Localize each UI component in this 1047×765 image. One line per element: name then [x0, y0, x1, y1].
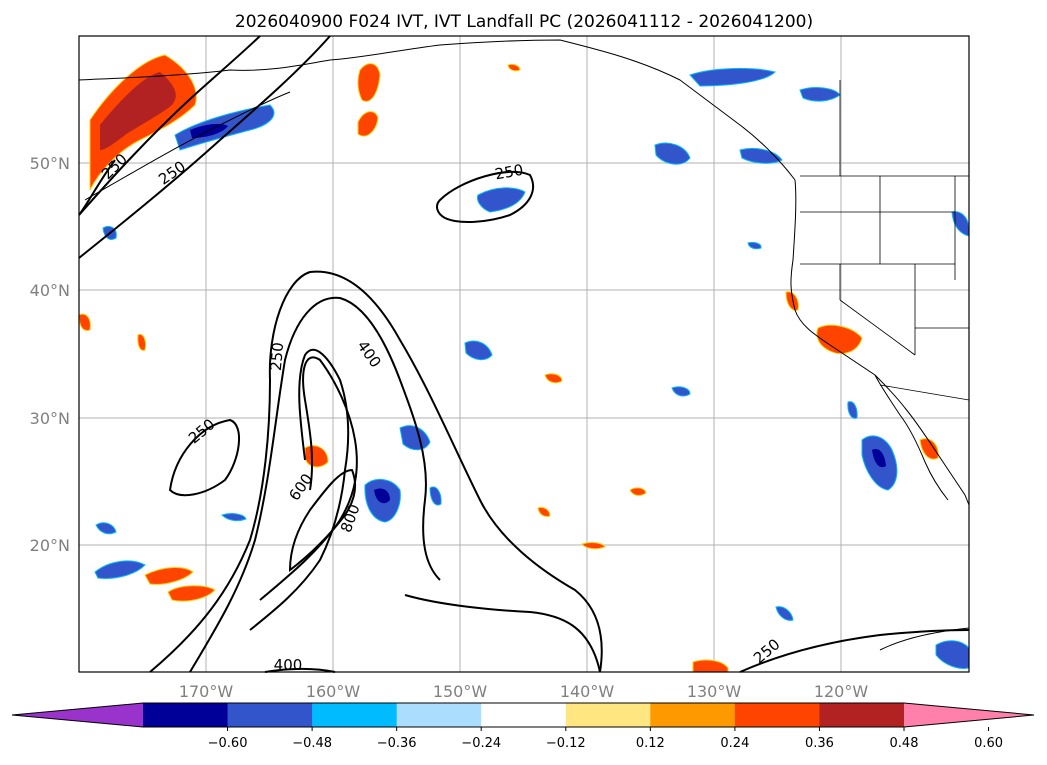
lat-label: 40°N — [30, 281, 70, 300]
colorbar-segment — [143, 703, 229, 727]
contour-250-west-loop — [168, 418, 241, 497]
map-frame — [78, 35, 970, 673]
colorbar-tick-label: −0.24 — [461, 736, 501, 751]
lat-label: 50°N — [30, 154, 70, 173]
colorbar-segment — [650, 703, 736, 727]
colorbar-segment — [227, 703, 313, 727]
colorbar-tick-label: 0.24 — [720, 736, 749, 751]
patch-oregon-positive — [785, 291, 799, 311]
colorbar: −0.60 −0.48 −0.36 −0.24 −0.12 0.12 0.24 0.36 0.4… — [11, 702, 1035, 751]
filled-patches — [78, 54, 970, 673]
border-us-mexico — [879, 384, 970, 401]
colorbar-segment — [312, 703, 398, 727]
map-panel: 250 250 250 250 400 250 600 800 400 250 — [78, 35, 970, 674]
contour-250-south — [739, 629, 970, 673]
patch-small-negative-5 — [429, 486, 442, 506]
patch-east-pacific-negative — [477, 187, 526, 213]
contour-250-central-arm — [404, 594, 601, 673]
coastline-west-coast — [790, 179, 970, 506]
patch-gulf-small-positive — [357, 111, 379, 137]
patch-small-positive-4 — [629, 487, 647, 496]
contour-250-gulf — [78, 159, 116, 216]
patch-small-negative-4 — [847, 401, 858, 419]
colorbar-extend-low — [12, 703, 143, 727]
contour-label: 250 — [267, 342, 287, 372]
colorbar-segment — [565, 703, 651, 727]
contour-400 — [189, 296, 441, 673]
lon-label: 130°W — [687, 682, 742, 701]
patch-alaska-negative — [689, 67, 776, 87]
coastlines — [78, 39, 970, 651]
patch-small-positive-5 — [507, 63, 521, 72]
lon-label: 140°W — [560, 682, 615, 701]
colorbar-tick-label: 0.12 — [636, 736, 665, 751]
patch-south-positive — [692, 659, 729, 673]
lon-labels: 170°W 160°W 150°W 140°W 130°W 120°W — [179, 682, 869, 701]
patch-southwest-positive-2 — [167, 585, 216, 602]
colorbar-tick-label: −0.12 — [546, 736, 586, 751]
contour-400-south — [264, 668, 336, 673]
patch-southwest-negative — [94, 560, 146, 579]
patch-mid-pacific-negative — [464, 340, 493, 361]
contour-label: 250 — [493, 161, 524, 184]
patch-pnw-negative — [654, 142, 691, 165]
patch-west-small-negative — [95, 522, 117, 535]
patch-baja-core — [872, 449, 886, 468]
coastline-baja — [874, 374, 949, 501]
colorbar-segment — [481, 703, 567, 727]
patch-alaska-positive — [357, 63, 381, 102]
political-borders — [800, 80, 970, 401]
patch-socal-positive — [816, 324, 863, 354]
contour-250-north — [78, 35, 331, 259]
lat-label: 30°N — [30, 409, 70, 428]
colorbar-tick-label: −0.36 — [377, 736, 417, 751]
colorbar-segment — [396, 703, 482, 727]
colorbar-segment — [819, 703, 905, 727]
contour-label: 400 — [274, 656, 303, 674]
colorbar-tick-label: 0.60 — [974, 736, 1003, 751]
patch-hawaii-core — [374, 488, 390, 504]
colorbar-tick-label: −0.48 — [292, 736, 332, 751]
patch-small-negative-1 — [671, 386, 691, 397]
colorbar-segment — [734, 703, 820, 727]
colorbar-tick-label: −0.60 — [208, 736, 248, 751]
patch-small-positive-1 — [544, 373, 563, 384]
patch-small-negative-2 — [775, 606, 794, 621]
lon-label: 120°W — [814, 682, 869, 701]
coastline-alaska — [78, 39, 796, 181]
coastline-aleutians — [84, 91, 291, 201]
colorbar-tick-label: 0.48 — [890, 736, 919, 751]
colorbar-outline — [11, 702, 1035, 728]
patch-small-positive-6 — [137, 333, 146, 351]
contour-400-inner — [249, 348, 350, 631]
lat-labels: 50°N 40°N 30°N 20°N — [30, 154, 70, 555]
colorbar-extend-high — [904, 703, 1034, 727]
figure-title: 2026040900 F024 IVT, IVT Landfall PC (20… — [235, 12, 813, 32]
lat-label: 20°N — [30, 536, 70, 555]
colorbar-tick-label: 0.36 — [805, 736, 834, 751]
patch-west-edge-positive — [78, 313, 91, 331]
patch-small-positive-3 — [581, 542, 606, 550]
map-background — [79, 36, 969, 672]
contour-800 — [288, 468, 357, 573]
lon-label: 160°W — [306, 682, 361, 701]
patch-mexico-positive — [919, 438, 939, 460]
contour-250-east-pacific — [436, 170, 535, 223]
patch-central-pacific-negative — [399, 425, 431, 451]
patch-gulf-alaska-core — [100, 72, 176, 150]
patch-small-negative-8 — [747, 241, 762, 250]
patch-southwest-positive — [144, 567, 194, 585]
patch-small-positive-2 — [537, 507, 551, 517]
patch-small-negative-3 — [221, 513, 247, 522]
contour-250-northwest — [78, 35, 261, 216]
lon-label: 170°W — [179, 682, 234, 701]
ivt-contours — [78, 35, 970, 673]
border-ca-nv-diag — [839, 299, 916, 356]
contour-250-central-outer — [149, 270, 603, 673]
lon-label: 150°W — [433, 682, 488, 701]
